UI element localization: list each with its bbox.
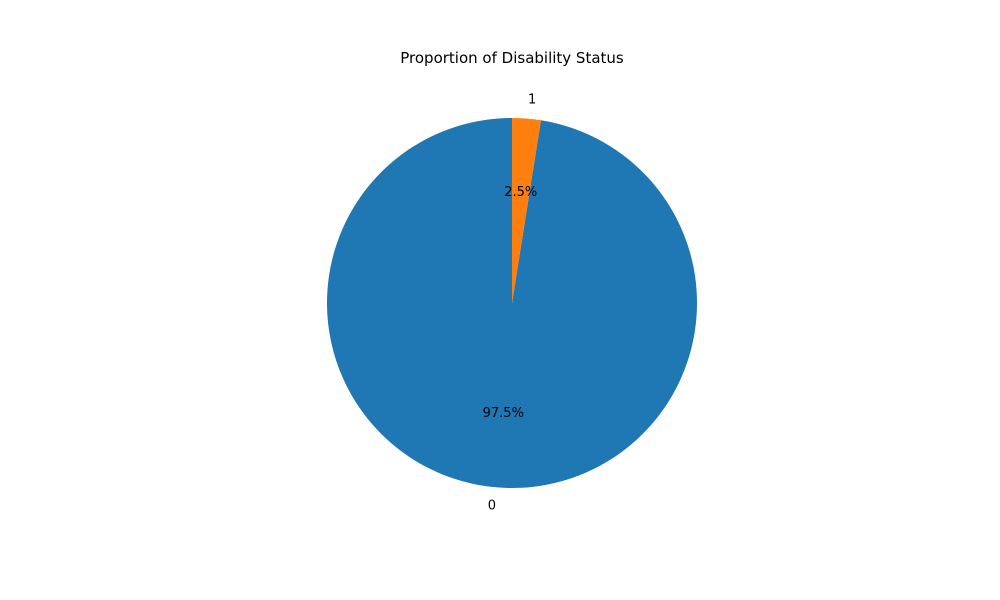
pie-slices [327, 118, 697, 488]
chart-title: Proportion of Disability Status [400, 49, 624, 67]
pie-pct-label-1: 2.5% [504, 185, 537, 200]
pie-slice-1 [512, 118, 541, 303]
pie-category-label-0: 0 [488, 498, 496, 513]
pie-pct-label-0: 97.5% [483, 406, 524, 421]
pie-labels: 97.5% 0 2.5% 1 [483, 93, 538, 514]
pie-category-label-1: 1 [528, 93, 536, 108]
